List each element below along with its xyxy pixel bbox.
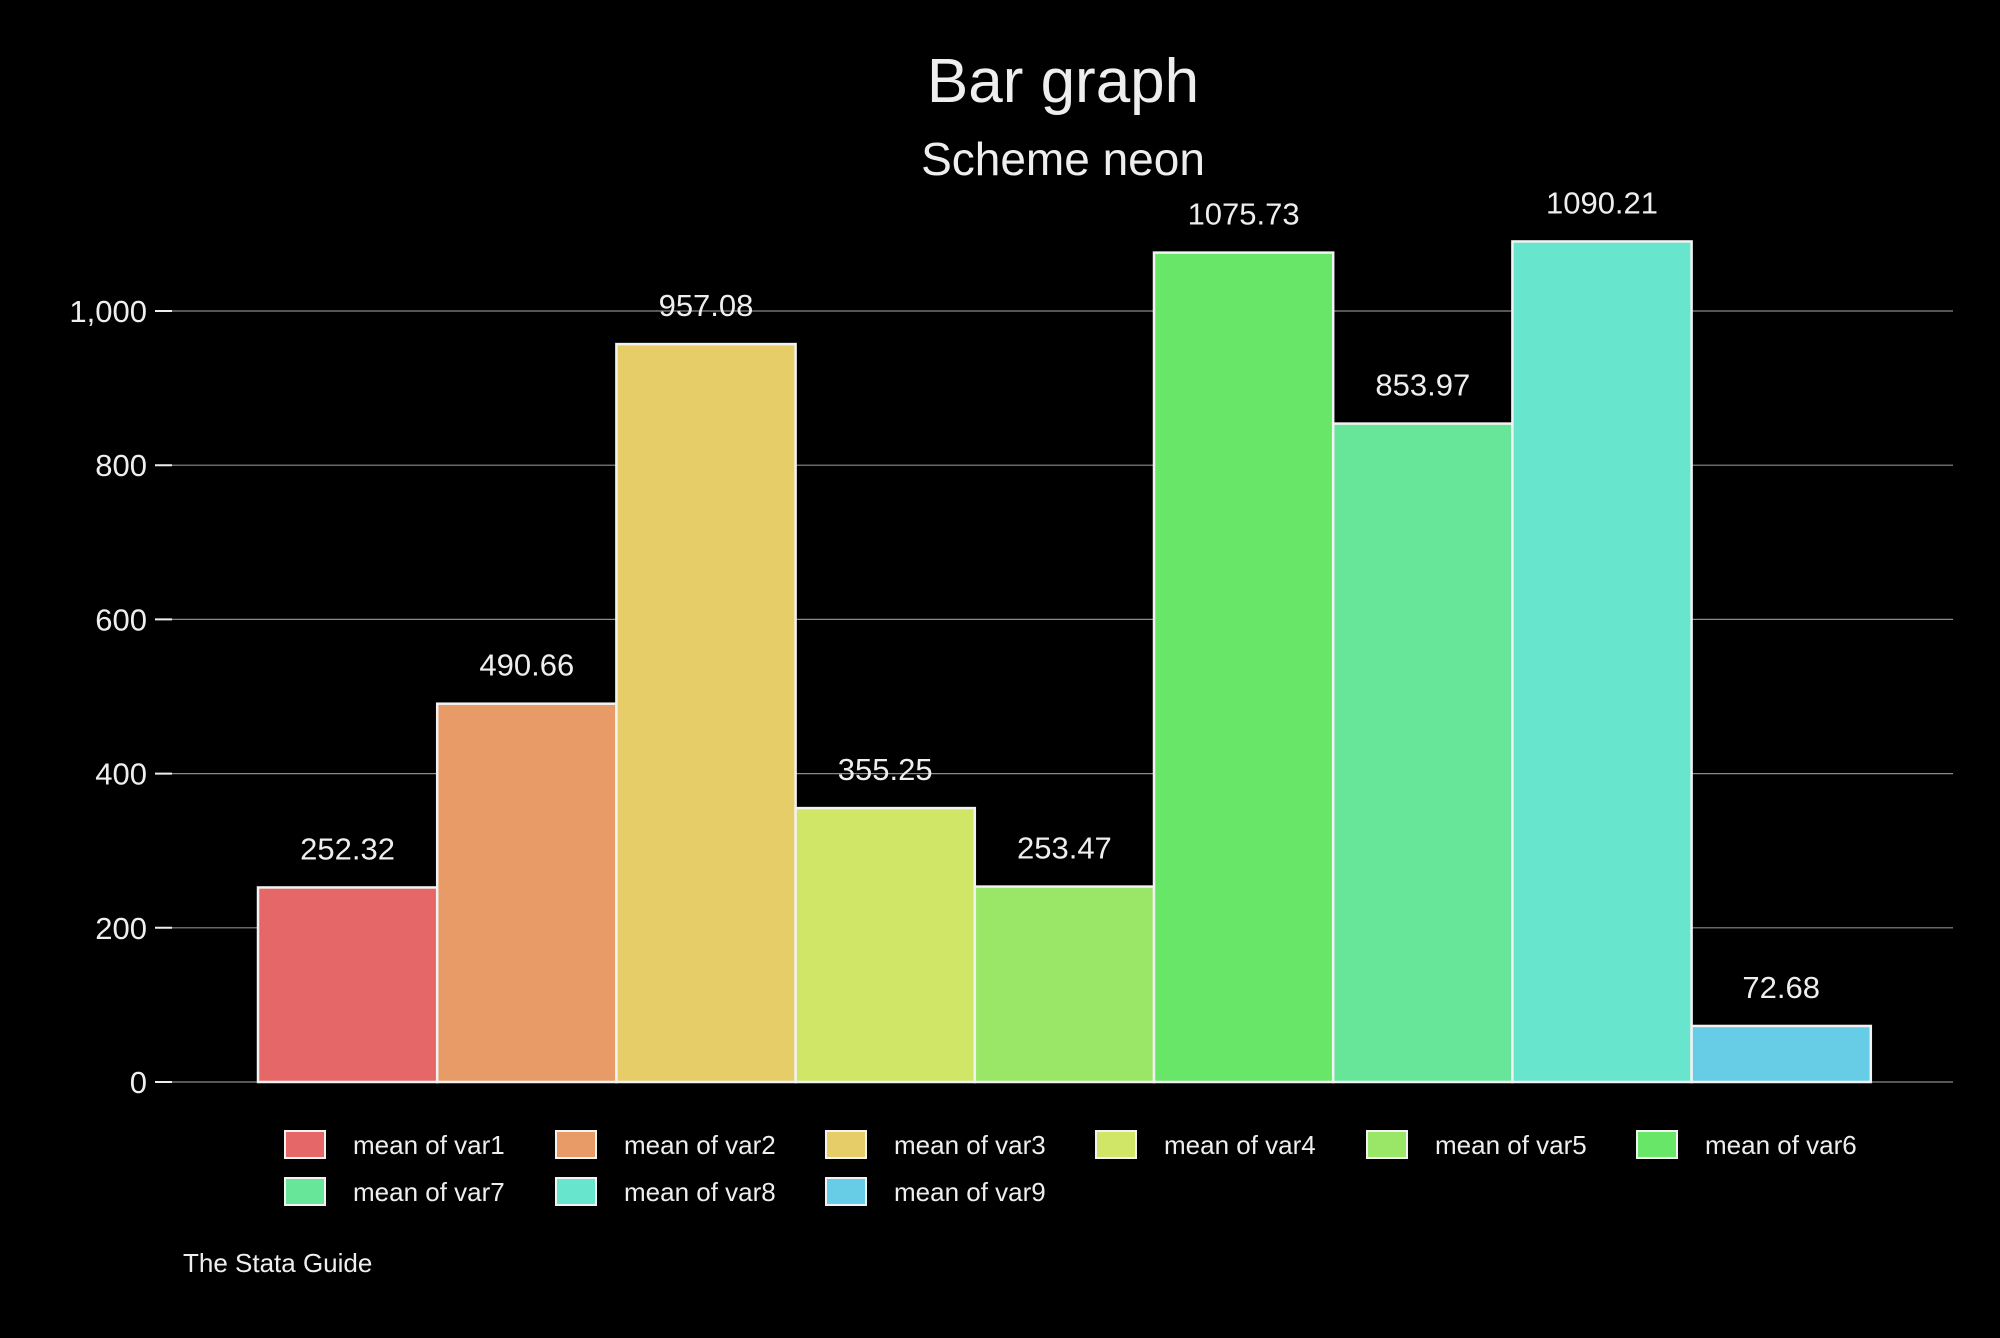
bar [1331, 422, 1514, 1084]
legend-label: mean of var8 [624, 1177, 776, 1207]
y-tick-label: 800 [95, 448, 147, 483]
bar-value-label: 252.32 [300, 831, 395, 866]
y-tick-label: 0 [130, 1065, 147, 1100]
legend-label: mean of var1 [353, 1130, 505, 1160]
bar-value-label: 853.97 [1375, 368, 1470, 403]
legend-label: mean of var3 [894, 1130, 1046, 1160]
legend-swatch [1095, 1130, 1137, 1159]
bar-value-label: 1090.21 [1546, 185, 1658, 220]
data-labels: 252.32 490.66 957.08 355.25 253.47 1075.73 853… [300, 185, 1820, 1005]
bar [615, 342, 797, 1084]
bar-value-label: 957.08 [659, 288, 754, 323]
y-tick-label: 400 [95, 757, 147, 792]
bars [256, 240, 1873, 1084]
bar [435, 702, 618, 1084]
chart-subtitle: Scheme neon [921, 133, 1205, 185]
legend-swatch [825, 1130, 867, 1159]
bar-value-label: 72.68 [1742, 970, 1820, 1005]
chart-note: The Stata Guide [183, 1248, 372, 1278]
y-tick-label: 200 [95, 911, 147, 946]
y-axis: 0 200 400 600 800 1,000 [69, 294, 172, 1100]
legend-swatch [1366, 1130, 1408, 1159]
legend-swatch [825, 1177, 867, 1206]
bar-value-label: 490.66 [479, 648, 574, 683]
bar [256, 886, 439, 1084]
bar [794, 806, 977, 1084]
bar [973, 885, 1156, 1084]
legend-swatch [284, 1130, 326, 1159]
bar-value-label: 1075.73 [1188, 197, 1300, 232]
bar-value-label: 355.25 [838, 752, 933, 787]
legend-swatch [555, 1177, 597, 1206]
legend-swatch [284, 1177, 326, 1206]
legend-label: mean of var5 [1435, 1130, 1587, 1160]
legend-label: mean of var6 [1705, 1130, 1857, 1160]
bar-value-label: 253.47 [1017, 831, 1112, 866]
legend: mean of var1 mean of var2 mean of var3 mean… [284, 1130, 1857, 1207]
legend-swatch [555, 1130, 597, 1159]
legend-swatch [1636, 1130, 1678, 1159]
legend-label: mean of var2 [624, 1130, 776, 1160]
y-tick-label: 1,000 [69, 294, 147, 329]
bar [1511, 240, 1693, 1084]
bar [1690, 1024, 1873, 1084]
legend-label: mean of var9 [894, 1177, 1046, 1207]
chart-title: Bar graph [927, 47, 1199, 116]
legend-label: mean of var7 [353, 1177, 505, 1207]
legend-label: mean of var4 [1164, 1130, 1316, 1160]
y-tick-label: 600 [95, 602, 147, 637]
bar [1152, 251, 1335, 1084]
